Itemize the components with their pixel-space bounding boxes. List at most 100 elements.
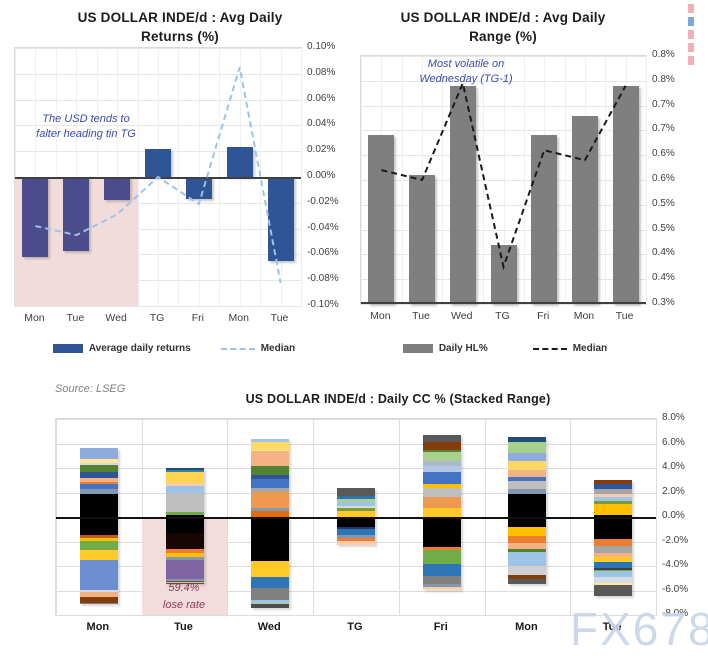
x-axis-tick-label: Tue [270,312,289,324]
bar-segment [79,482,118,484]
edge-mark [688,56,694,65]
y-axis-tick-label: -0.04% [307,221,339,233]
legend-item-daily-hl: Daily HL% [402,343,488,354]
fx678-watermark: FX678 [570,603,708,655]
bar-segment [594,483,633,490]
bar-segment [251,442,290,450]
bar-segment [79,541,118,550]
dashed-line-swatch-icon [532,347,567,350]
bar-segment [79,493,118,535]
gridline [523,56,525,304]
stacked-title: US DOLLAR INDE/d : Daily CC % (Stacked R… [245,392,551,406]
gridline [401,56,403,304]
bar-segment [594,545,633,554]
y-axis-tick-label: 0.0% [662,510,685,521]
bar-segment [337,537,375,542]
bar-segment [337,505,375,508]
y-axis-tick-label: 0.02% [307,144,336,156]
returns-title-line1: US DOLLAR INDE/d : Avg Daily [77,10,283,25]
bar-segment [508,452,547,462]
bar-tue-6 [267,177,294,261]
bar-segment [422,434,461,443]
lose-rate-annotation: 59.4% lose rate [141,580,227,614]
y-axis-tick-label: 8.0% [662,412,685,423]
bar-segment [422,442,461,450]
bar-segment [508,437,547,442]
returns-plot [14,47,302,307]
bar-segment [422,589,461,591]
bar-segment [422,497,461,508]
bar-segment [165,581,204,583]
y-axis-tick-label: 0.08% [307,66,336,78]
legend-item-median: Median [220,343,296,354]
bar-segment [337,541,375,545]
range-title: US DOLLAR INDE/d : Avg Daily Range (%) [368,8,638,46]
x-axis-tick-label: Wed [451,310,473,322]
bar-fri-4 [531,135,558,304]
returns-title-line2: Returns (%) [141,29,219,44]
bar-segment [79,463,118,465]
bar-segment [79,602,118,604]
y-axis-tick-label: -4.0% [662,559,689,570]
stacked-plot [55,418,657,616]
bar-segment [337,496,375,500]
bar-segment [594,493,633,498]
y-axis-tick-label: -6.0% [662,583,689,595]
bar-segment [79,464,118,473]
returns-legend: Average daily returns Median [0,343,348,354]
x-axis-tick-label: Mon [515,621,538,633]
legend-item-median: Median [532,343,607,354]
y-axis-tick-label: 0.8% [652,73,675,85]
bar-segment [594,514,633,539]
edge-mark [688,43,694,52]
bar-segment [165,493,204,513]
y-axis-tick-label: -8.0% [662,608,689,619]
median-line [381,80,627,271]
y-axis-tick-label: 0.3% [652,297,675,308]
bar-segment [422,546,461,550]
bar-segment [508,575,547,579]
bar-segment [508,469,547,478]
returns-title: US DOLLAR INDE/d : Avg Daily Returns (%) [30,8,330,46]
legend-label: Median [260,343,296,354]
bar-mon-5 [571,115,598,304]
bar-tue-1 [409,175,436,304]
bar-segment [508,535,547,544]
bar-segment [337,518,375,527]
bar-segment [508,527,547,536]
x-axis-tick-label: Mon [573,310,595,322]
bar-segment [79,534,118,539]
bar-segment [422,564,461,577]
bar-segment [79,538,118,542]
gridline [56,443,656,445]
bar-segment [165,485,204,494]
stacked-bar-fri-4 [422,434,461,591]
bar-segment [251,466,290,475]
range-annotation: Most volatile on Wednesday (TG-1) [396,57,536,87]
x-axis-tick-label: Tue [615,310,634,322]
bar-segment [337,534,375,538]
edge-mark [688,4,694,13]
bar-segment [337,529,375,535]
y-axis-tick-label: -0.08% [307,273,339,285]
bar-segment [165,548,204,554]
source-note: Source: LSEG [55,383,126,395]
bar-segment [508,441,547,453]
bar-segment [337,502,375,506]
lose-rate-value: 59.4% [168,582,200,594]
stacked-bar-wed-2 [251,438,290,609]
bar-segment [79,459,118,464]
bar-mon-0 [368,135,395,304]
bar-segment [251,488,290,492]
bar-segment [594,501,633,505]
bar-segment [251,474,290,479]
bar-segment [422,472,461,485]
bar-segment [251,511,290,519]
stacked-bar-tue-6 [594,480,633,596]
stacked-bar-mon-0 [79,448,118,604]
bar-segment [422,587,461,590]
y-axis-tick-label: 0.04% [307,118,336,130]
x-axis-tick-label: Mon [370,310,391,322]
bar-segment [594,562,633,568]
